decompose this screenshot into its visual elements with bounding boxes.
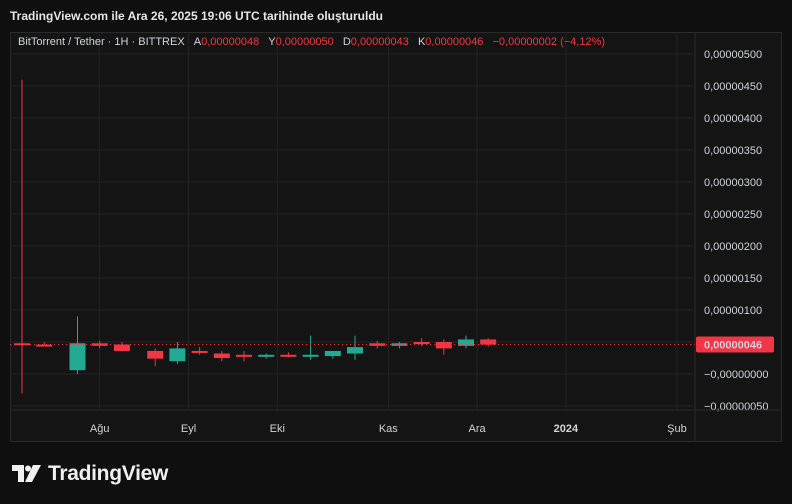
y-tick-label: 0,00000250 xyxy=(704,209,762,221)
y-tick-label: 0,00000350 xyxy=(704,145,762,157)
y-tick-label: −0,00000050 xyxy=(704,401,769,413)
candle-body xyxy=(69,343,86,371)
candle-body xyxy=(258,354,275,357)
candle-body xyxy=(458,339,474,346)
ohlc-legend: BitTorrent / Tether · 1H · BITTREX A0,00… xyxy=(18,36,605,48)
candle-body xyxy=(480,339,497,345)
y-tick-label: 0,00000300 xyxy=(704,177,762,189)
chart-caption: TradingView.com ile Ara 26, 2025 19:06 U… xyxy=(10,9,383,23)
grid-line-vertical xyxy=(98,32,101,411)
candle-body xyxy=(213,353,230,358)
candle-body xyxy=(169,348,186,362)
candle-body xyxy=(413,342,430,344)
candle-body xyxy=(391,343,408,346)
candle-body xyxy=(302,354,319,357)
candle-body xyxy=(324,350,341,357)
brand-name: TradingView xyxy=(48,462,169,485)
close-key: K xyxy=(417,36,426,48)
candle-body xyxy=(280,354,297,357)
x-tick-label: Eki xyxy=(270,423,285,435)
close-value: 0,00000046 xyxy=(425,36,484,48)
candle-body xyxy=(147,350,164,359)
tradingview-brand[interactable]: TradingView xyxy=(12,462,168,486)
low-key: D xyxy=(342,36,351,48)
y-tick-label: 0,00000450 xyxy=(704,81,762,93)
y-tick-label: 0,00000400 xyxy=(704,113,762,125)
x-tick-label: Ağu xyxy=(90,423,110,435)
y-tick-label: 0,00000500 xyxy=(704,49,762,61)
change-value: −0,00000002 (−4,12%) xyxy=(492,36,606,48)
y-tick-label: 0,00000200 xyxy=(704,241,762,253)
open-value: 0,00000048 xyxy=(201,36,260,48)
candle-body xyxy=(435,342,452,349)
y-tick-label: −0,00000000 xyxy=(704,369,769,381)
candle-body xyxy=(191,350,208,353)
candle-body xyxy=(369,343,386,346)
tradingview-logo-icon xyxy=(12,465,41,482)
x-tick-label: Şub xyxy=(667,423,687,435)
low-value: 0,00000043 xyxy=(350,36,409,48)
candle-body xyxy=(36,344,53,347)
candle-body xyxy=(236,354,252,357)
x-tick-label: Kas xyxy=(379,423,398,435)
y-tick-label: 0,00000150 xyxy=(704,273,762,285)
candle-body xyxy=(347,347,363,354)
open-key: A xyxy=(193,36,202,48)
last-price-label: 0,00000046 xyxy=(704,340,762,352)
candle-body xyxy=(113,344,130,351)
y-tick-label: 0,00000100 xyxy=(704,305,762,317)
high-key: Y xyxy=(268,36,276,48)
x-tick-label: Ara xyxy=(469,423,487,435)
candle-body xyxy=(91,343,108,346)
x-tick-label: Eyl xyxy=(181,423,196,435)
high-value: 0,00000050 xyxy=(275,36,334,48)
x-tick-label: 2024 xyxy=(554,423,579,435)
symbol-label[interactable]: BitTorrent / Tether · 1H · BITTREX xyxy=(18,36,185,48)
candlestick-chart[interactable]: 0,00000500 0,00000450 0,00000400 0,00000350… xyxy=(10,32,782,442)
last-price-badge xyxy=(696,336,774,353)
